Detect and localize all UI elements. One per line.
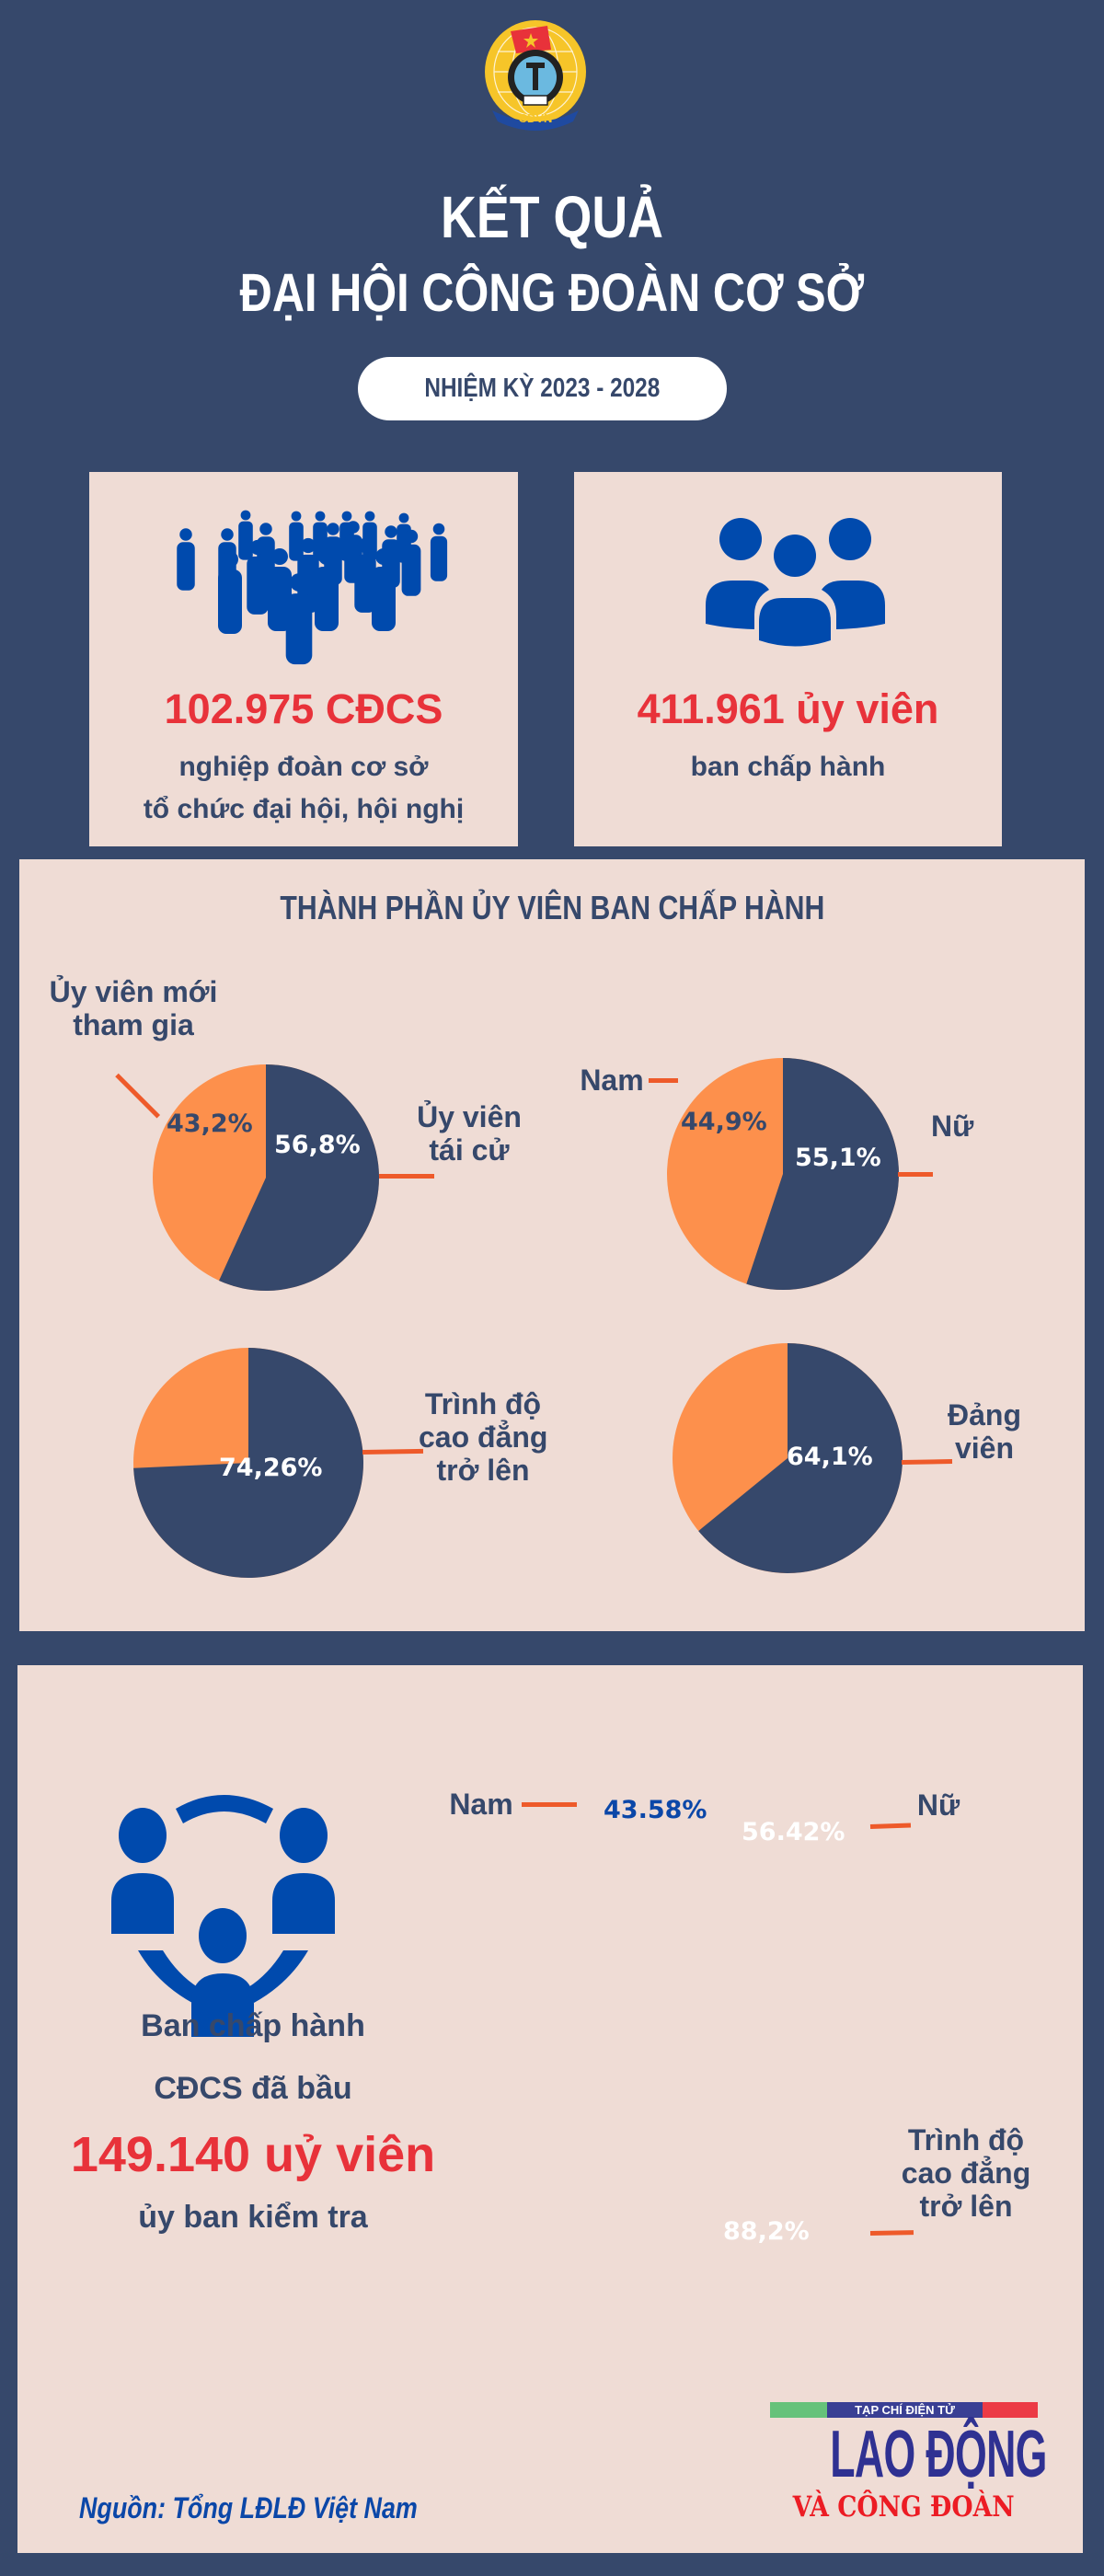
stat-card-members: 411.961 ủy viên ban chấp hành: [574, 472, 1002, 846]
pie5-label-navy: Nữ: [916, 1788, 960, 1822]
brand-logo-main[interactable]: LAO ĐỘNG: [830, 2418, 1047, 2491]
pie2-leader-orange: [649, 1078, 678, 1083]
pie3-pct-navy: 74,26%: [219, 1454, 323, 1482]
pie1-label-orange: Ủy viên mới tham gia: [49, 975, 218, 1041]
cdvn-emblem-icon: CĐVN: [485, 20, 586, 131]
stat-desc-line-1: ban chấp hành: [690, 752, 886, 782]
pie1-leader-navy: [379, 1174, 434, 1179]
pie-slice-main: [133, 1348, 363, 1578]
svg-text:CĐVN: CĐVN: [519, 111, 553, 125]
title-line-1: KẾT QUẢ: [441, 184, 663, 250]
stat-value: 411.961 ủy viên: [637, 685, 939, 732]
pie5-label-orange: Nam: [449, 1788, 513, 1821]
pie6-leader-navy: [869, 2230, 914, 2236]
stat-desc-line-2: tổ chức đại hội, hội nghị: [143, 794, 465, 824]
committee-sub: ủy ban kiểm tra: [138, 2200, 368, 2235]
section-heading: THÀNH PHẦN ỦY VIÊN BAN CHẤP HÀNH: [280, 889, 824, 926]
stat-desc-line-1: nghiệp đoàn cơ sở: [178, 752, 429, 782]
pie-chart-2: [667, 1058, 899, 1290]
pie5-leader-orange: [522, 1802, 577, 1807]
pie2-label-orange: Nam: [580, 1064, 644, 1097]
stat-card-unions: 102.975 CĐCS nghiệp đoàn cơ sở tổ chức đ…: [89, 472, 518, 846]
pie4-pct-navy: 64,1%: [787, 1443, 873, 1471]
term-badge: NHIỆM KỲ 2023 - 2028: [358, 357, 727, 420]
committee-value: 149.140 uỷ viên: [70, 2127, 436, 2182]
pie-slice-main: [219, 1064, 380, 1291]
pie5-pct-orange: 43.58%: [604, 1796, 707, 1824]
committee-line-1: Ban chấp hành: [141, 2008, 365, 2043]
pie2-pct-orange: 44,9%: [681, 1108, 767, 1136]
stat-value: 102.975 CĐCS: [164, 685, 443, 732]
pie-chart-4: [673, 1343, 903, 1573]
pie1-pct-orange: 43,2%: [167, 1110, 253, 1138]
pie2-leader-navy: [898, 1172, 933, 1177]
brand-top-bar: TẠP CHÍ ĐIỆN TỬ: [770, 2402, 1038, 2418]
crowd-icon: [177, 510, 448, 665]
pie1-label-navy: Ủy viên tái cử: [417, 1100, 522, 1167]
source-credit: Nguồn: Tổng LĐLĐ Việt Nam: [79, 2491, 418, 2524]
team-circle-icon: [111, 1795, 335, 2037]
pie-slice-main: [746, 1058, 899, 1290]
pie1-pct-navy: 56,8%: [274, 1131, 361, 1159]
pie4-leader-navy: [901, 1459, 953, 1465]
pie6-label-navy: Trình độ cao đẳng trở lên: [901, 2123, 1031, 2223]
pie2-label-navy: Nữ: [931, 1110, 974, 1143]
pie4-label-navy: Đảng viên: [948, 1398, 1021, 1465]
pie3-label-navy: Trình độ cao đẳng trở lên: [419, 1387, 548, 1487]
committee-line-2: CĐCS đã bầu: [154, 2071, 352, 2106]
brand-logo-sub: VÀ CÔNG ĐOÀN: [792, 2490, 1016, 2524]
pie-slice-main: [698, 1343, 903, 1573]
pie-chart-1: [153, 1064, 380, 1291]
pie-chart-3: [133, 1348, 363, 1578]
group-icon: [706, 518, 885, 647]
title-line-2: ĐẠI HỘI CÔNG ĐOÀN CƠ SỞ: [239, 263, 865, 323]
pie5-pct-navy: 56.42%: [742, 1818, 845, 1846]
pie2-pct-navy: 55,1%: [795, 1144, 881, 1172]
pie6-pct-navy: 88,2%: [723, 2217, 810, 2246]
cdvn-logo: CĐVN: [476, 18, 595, 131]
